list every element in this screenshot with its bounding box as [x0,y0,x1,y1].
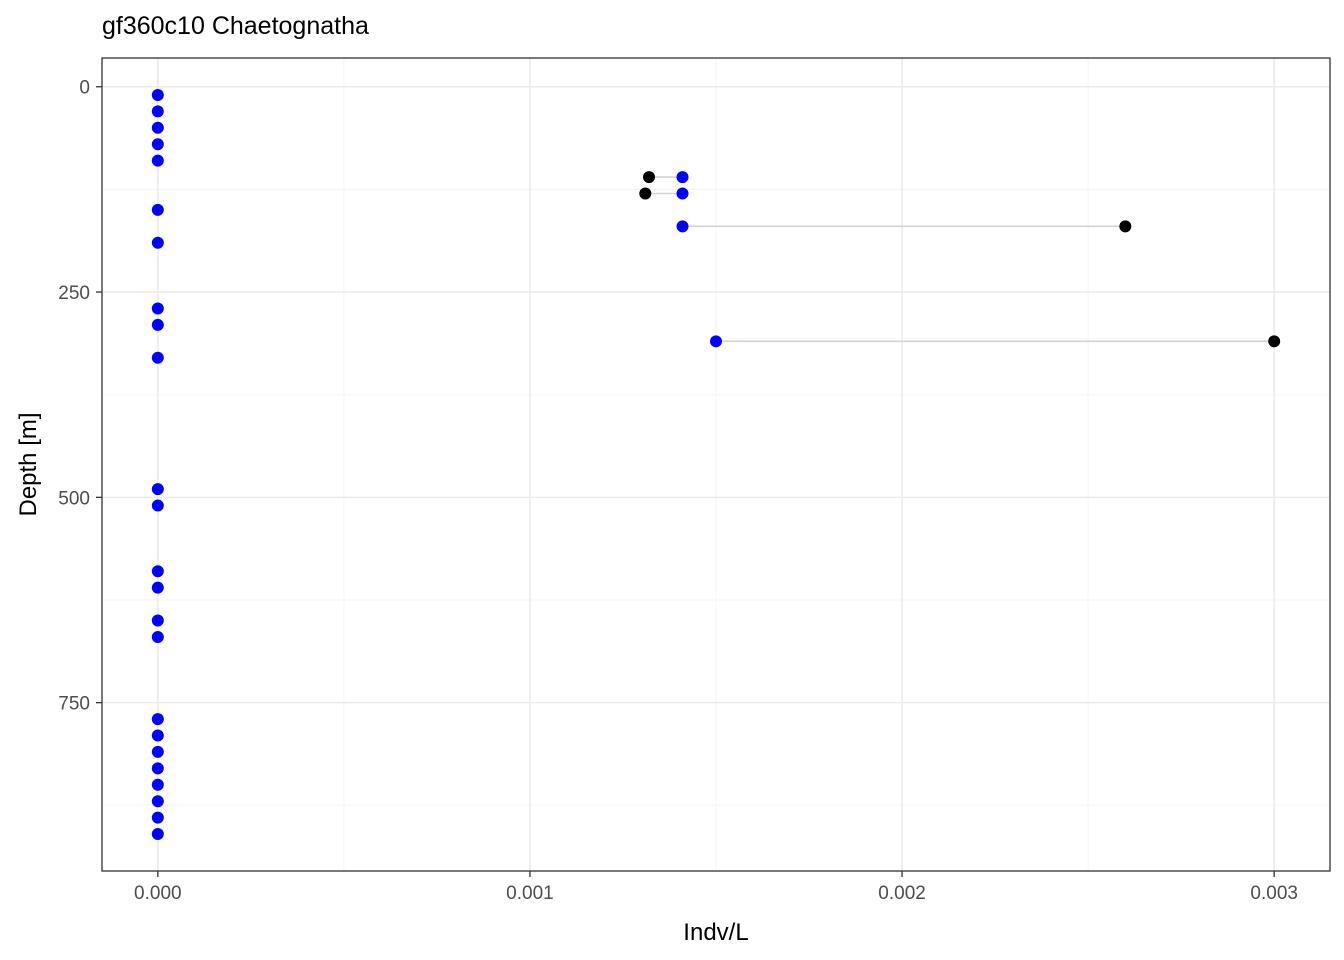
data-point-blue [151,762,164,775]
panel-border [101,57,1331,872]
data-point-blue [151,745,164,758]
chart-title: gf360c10 Chaetognatha [102,12,369,40]
data-point-blue [151,483,164,496]
data-point-blue [151,154,164,167]
data-point-blue [151,581,164,594]
data-point-black [1268,335,1281,348]
data-point-blue [676,220,689,233]
data-point-blue [151,630,164,643]
y-tick-label: 250 [58,283,90,304]
data-point-blue [151,351,164,364]
data-point-blue [151,203,164,216]
data-point-black [1119,220,1132,233]
data-point-blue [151,121,164,134]
data-point-blue [710,335,722,348]
data-point-blue [151,236,164,249]
data-point-blue [151,828,164,841]
data-point-blue [151,713,164,726]
data-point-blue [151,88,164,101]
data-point-blue [151,105,164,118]
grid-lines [102,58,1330,871]
connector-segments [645,176,1275,343]
data-point-blue [151,565,164,578]
data-point-blue [151,138,164,151]
x-tick-label: 0.001 [506,883,554,904]
data-point-black [643,171,656,184]
y-tick-label: 0 [79,78,90,99]
x-tick-label: 0.003 [1250,883,1298,904]
data-point-blue [676,171,689,184]
x-axis-title: Indv/L [683,919,748,946]
data-point-blue [151,499,164,512]
data-point-blue [151,729,164,742]
data-point-blue [151,302,164,315]
y-axis-title: Depth [m] [15,412,42,516]
axis-ticks: 0.000 0.001 0.002 0.003 0 250 500 750 [58,78,1298,904]
data-point-blue [151,811,164,824]
x-tick-label: 0.000 [134,883,182,904]
y-tick-label: 750 [58,694,90,715]
data-point-black [639,187,652,200]
data-point-blue [151,778,164,791]
data-points [151,88,1281,841]
data-point-blue [151,318,164,331]
y-tick-label: 500 [58,488,90,509]
data-point-blue [151,795,164,808]
data-point-blue [151,614,164,627]
data-point-blue [676,187,689,200]
x-tick-label: 0.002 [878,883,926,904]
